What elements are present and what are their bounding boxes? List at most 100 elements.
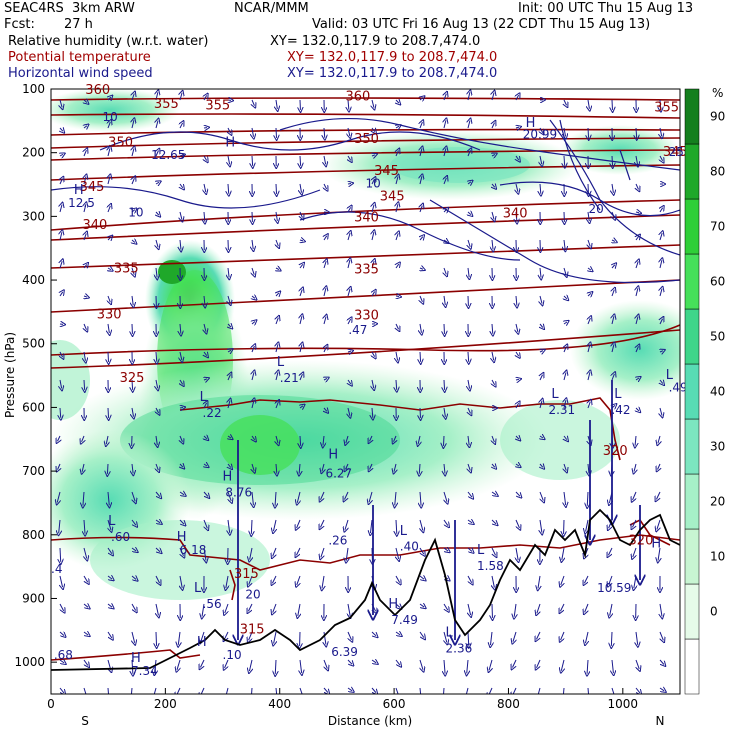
wind-vector — [564, 296, 567, 299]
wind-contour-label: 6.27 — [325, 466, 352, 480]
wind-vector — [300, 435, 301, 446]
wind-vector — [323, 435, 324, 445]
wind-vector — [252, 239, 253, 249]
y-tick-label: 1000 — [14, 655, 45, 669]
wind-vector — [660, 319, 663, 325]
wind-vector — [346, 435, 348, 443]
wind-vector — [394, 435, 396, 442]
wind-vector — [228, 324, 231, 327]
legend-wind-field: Horizontal wind speed — [8, 66, 153, 81]
wind-vector — [468, 351, 469, 362]
wind-vector — [276, 293, 279, 296]
wind-vector — [443, 519, 448, 526]
wind-vector — [273, 547, 276, 556]
wind-vector — [228, 401, 230, 409]
wind-vector — [516, 403, 519, 409]
wind-vector — [228, 519, 230, 533]
wind-vector — [108, 407, 109, 418]
wind-vector — [132, 295, 133, 305]
wind-vector — [492, 435, 494, 442]
wind-contour-label: .68 — [54, 648, 73, 662]
wind-vector — [443, 603, 448, 610]
wind-vector — [420, 323, 421, 333]
wind-vector — [516, 519, 519, 528]
wind-vector — [84, 126, 87, 128]
wind-vector — [228, 436, 231, 438]
wind-vector — [180, 435, 182, 442]
wind-vector — [156, 379, 158, 388]
wind-vector — [226, 575, 228, 588]
wind-vector — [156, 212, 159, 215]
wind-vector — [369, 435, 372, 441]
wind-contour-label: 20.99 — [523, 128, 557, 142]
wind-vector — [444, 148, 446, 157]
wind-vector — [372, 261, 374, 269]
wind-vector — [348, 351, 351, 352]
wind-vector — [468, 379, 470, 389]
wind-vector — [297, 519, 300, 528]
wind-vector — [612, 183, 613, 193]
extrema-marker: H — [225, 135, 235, 150]
wind-vector — [202, 603, 204, 616]
wind-vector — [560, 603, 565, 611]
wind-vector — [204, 547, 206, 560]
theta-contour-label: 335 — [114, 261, 139, 276]
wind-vector — [179, 492, 184, 495]
wind-vector — [324, 288, 326, 297]
wind-vector — [249, 575, 252, 585]
wind-contour-label: .56 — [203, 597, 222, 611]
wind-vector — [299, 463, 300, 474]
wind-vector — [180, 239, 181, 249]
wind-vector — [516, 323, 518, 332]
theta-contour-label: 345 — [663, 145, 688, 160]
wind-vector — [395, 604, 400, 608]
wind-vector — [84, 519, 85, 534]
wind-vector — [660, 380, 663, 384]
wind-vector — [300, 406, 303, 408]
wind-vector — [132, 407, 134, 417]
theta-contour-label: 325 — [120, 371, 145, 386]
wind-vector — [60, 99, 62, 107]
wind-vector — [132, 240, 135, 242]
wind-vector — [564, 400, 566, 409]
wind-vector — [588, 239, 590, 247]
wind-vector — [420, 659, 423, 670]
wind-vector — [420, 491, 421, 506]
wind-vector — [395, 659, 400, 665]
extrema-marker: L — [446, 626, 454, 641]
wind-vector — [420, 295, 422, 302]
wind-contour-label: 2.36 — [446, 642, 473, 656]
wind-vector — [467, 548, 472, 552]
wind-vector — [324, 631, 326, 644]
wind-contour-label: 6.39 — [331, 645, 358, 659]
wind-vector — [348, 407, 350, 416]
wind-contour-label: 12.65 — [151, 148, 185, 162]
wind-vector — [660, 631, 663, 640]
wind-vector — [251, 687, 253, 694]
wind-vector — [396, 264, 399, 269]
wind-vector — [588, 344, 590, 353]
wind-vector — [564, 322, 567, 324]
colorbar-level-label: 10 — [710, 550, 725, 564]
wind-vector — [564, 99, 567, 105]
wind-vector — [300, 659, 302, 673]
wind-vector — [515, 491, 520, 496]
wind-vector — [60, 154, 63, 156]
colorbar-level-label: 30 — [710, 440, 725, 454]
wind-vector — [492, 154, 495, 156]
wind-vector — [564, 436, 567, 440]
wind-contour-label: 10 — [102, 110, 117, 124]
wind-vector — [636, 212, 639, 213]
wind-vector — [536, 631, 541, 639]
wind-vector — [348, 155, 351, 160]
wind-vector — [491, 520, 496, 524]
wind-vector — [372, 379, 374, 388]
wind-vector — [132, 267, 134, 275]
wind-vector — [228, 127, 231, 133]
x-tick-label: 1000 — [608, 697, 639, 711]
wind-vector — [252, 127, 253, 137]
wind-vector — [348, 379, 351, 384]
theta-contour-label: 355 — [154, 97, 179, 112]
wind-vector — [612, 344, 614, 353]
wind-vector — [156, 435, 157, 445]
